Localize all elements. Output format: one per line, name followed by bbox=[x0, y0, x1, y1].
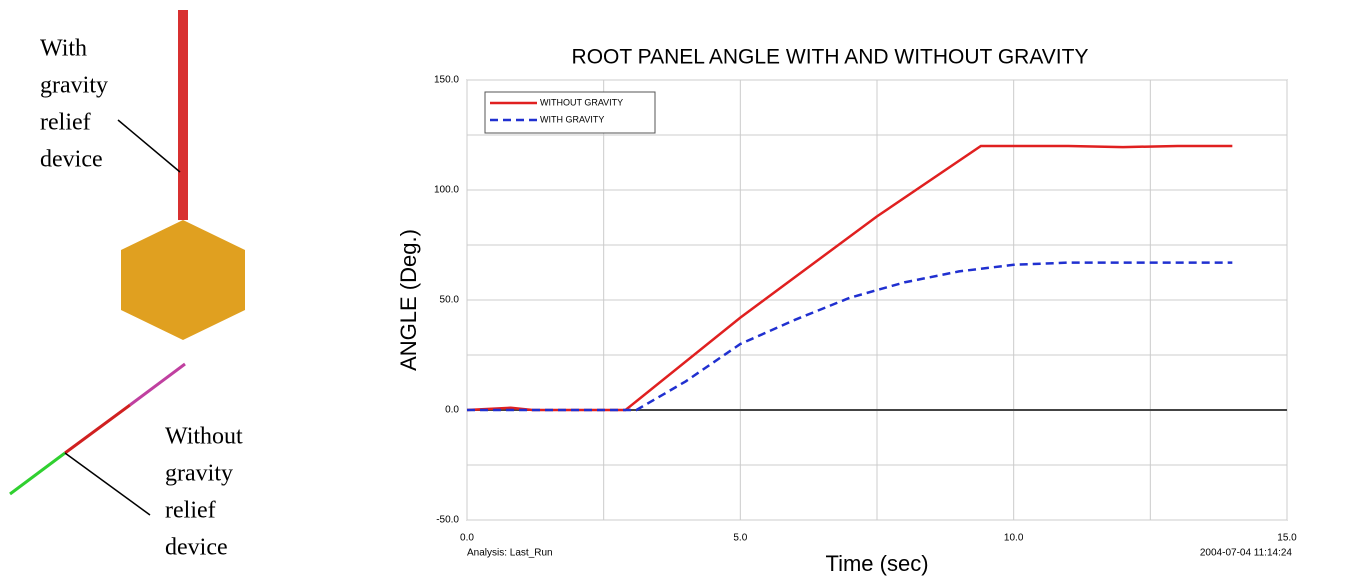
x-axis-label: Time (sec) bbox=[825, 551, 928, 576]
chart: 0.0 5.0 10.0 15.0-50.00.050.0100.0150.0ROOT… bbox=[396, 46, 1297, 576]
legend-label: WITH GRAVITY bbox=[540, 114, 604, 124]
x-tick-label: 10.0 bbox=[1004, 533, 1024, 544]
diagram-label: Without bbox=[165, 424, 243, 450]
y-axis-label: ANGLE (Deg.) bbox=[396, 229, 421, 371]
relief-device bbox=[178, 10, 188, 220]
annotation: 2004-07-04 11:14:24 bbox=[1200, 548, 1293, 559]
diagram-label: gravity bbox=[165, 461, 233, 487]
y-tick-label: 100.0 bbox=[434, 185, 459, 196]
legend-label: WITHOUT GRAVITY bbox=[540, 97, 623, 107]
legend-box bbox=[484, 91, 656, 134]
y-tick-label: 150.0 bbox=[434, 75, 459, 86]
y-tick-label: 0.0 bbox=[445, 405, 459, 416]
diagram-label: device bbox=[40, 147, 103, 173]
panel-segment bbox=[64, 403, 131, 455]
hexagon-body bbox=[121, 220, 245, 340]
panel-segment bbox=[9, 451, 66, 496]
chart-title: ROOT PANEL ANGLE WITH AND WITHOUT GRAVIT… bbox=[572, 46, 1089, 69]
pointer bbox=[117, 119, 181, 173]
x-tick-label: 15.0 bbox=[1277, 533, 1297, 544]
diagram-label: With bbox=[40, 36, 87, 62]
diagram-label: device bbox=[165, 535, 228, 561]
diagram-label: gravity bbox=[40, 73, 108, 99]
y-tick-label: -50.0 bbox=[436, 515, 459, 526]
annotation: Analysis: Last_Run bbox=[467, 548, 553, 559]
x-tick-label: 5.0 bbox=[733, 533, 747, 544]
data-line bbox=[467, 261, 1233, 412]
pointer bbox=[64, 452, 151, 516]
legend: WITHOUT GRAVITY WITH GRAVITY bbox=[484, 91, 656, 134]
diagram-label: relief bbox=[40, 110, 91, 136]
diagram-labels: With gravity relief device Without gravity rel… bbox=[40, 36, 243, 561]
y-tick-label: 50.0 bbox=[440, 295, 460, 306]
x-tick-label: 0.0 bbox=[460, 533, 474, 544]
data-line bbox=[466, 144, 1233, 412]
panel-segment bbox=[129, 362, 186, 407]
diagram-label: relief bbox=[165, 498, 216, 524]
